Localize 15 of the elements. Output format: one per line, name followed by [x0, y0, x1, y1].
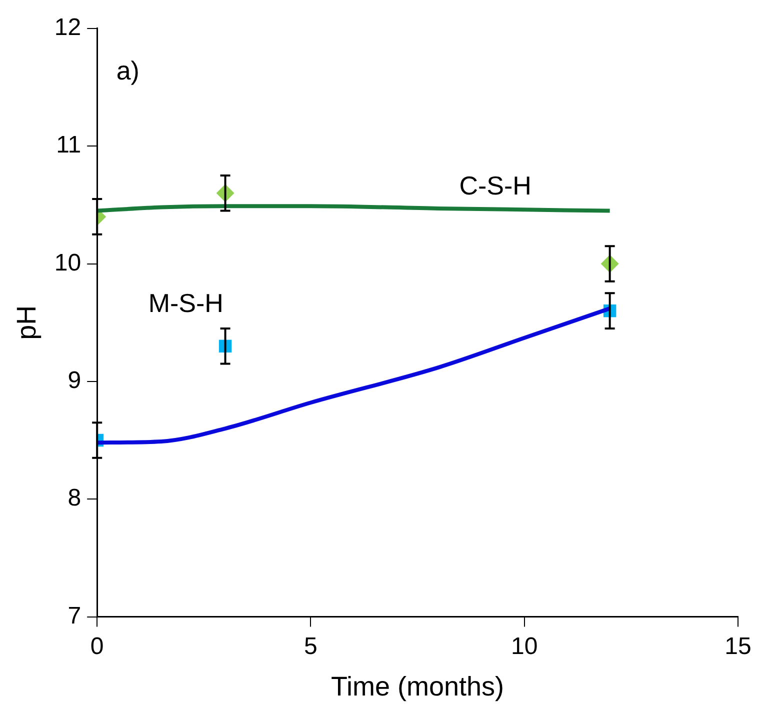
x-tick-label: 5 [304, 632, 318, 660]
annotation: a) [116, 56, 140, 86]
y-tick-label: 8 [68, 484, 82, 512]
annotation: M-S-H [148, 288, 224, 318]
y-tick-label: 7 [68, 602, 82, 630]
x-tick-label: 15 [724, 632, 752, 660]
y-tick-label: 11 [56, 132, 82, 159]
annotation: C-S-H [459, 170, 532, 200]
x-axis-title: Time (months) [331, 671, 504, 702]
y-tick-label: 9 [68, 367, 82, 394]
y-tick-label: 12 [54, 14, 82, 42]
y-tick-label: 10 [54, 249, 82, 276]
y-axis-title: pH [12, 305, 42, 340]
x-tick-label: 10 [511, 632, 538, 660]
x-tick-label: 0 [90, 632, 104, 660]
